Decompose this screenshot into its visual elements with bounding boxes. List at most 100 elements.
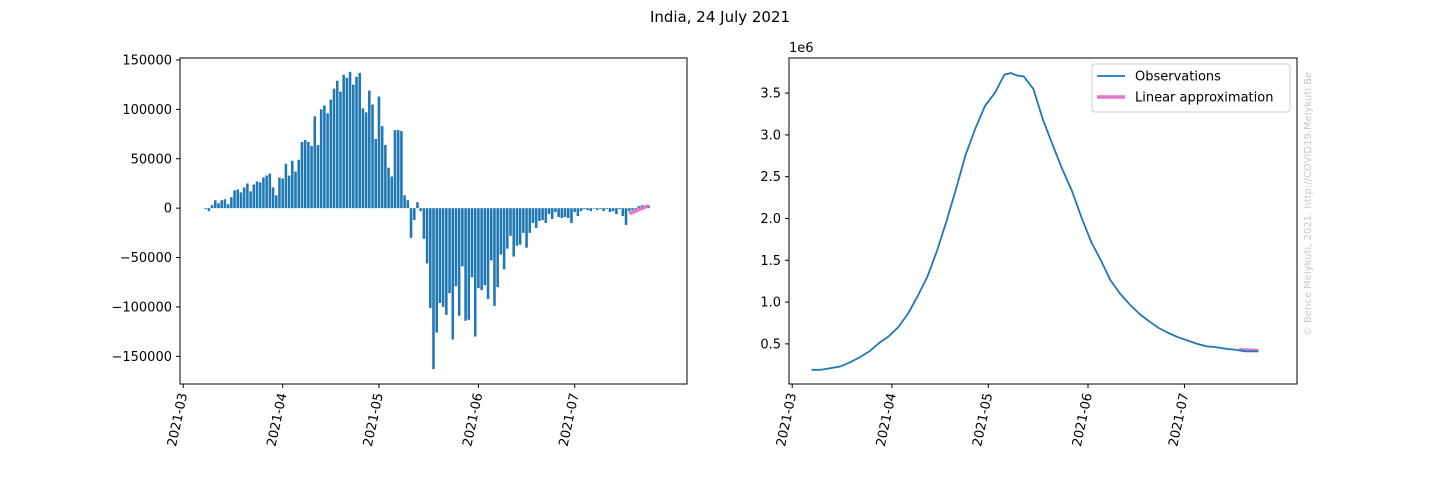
observations-line [811, 72, 1259, 371]
bar [358, 72, 361, 209]
bar [570, 208, 573, 223]
bar [348, 71, 352, 209]
bar [496, 208, 499, 288]
bar [316, 144, 320, 209]
bar [457, 208, 461, 316]
bar [445, 208, 448, 315]
bar [255, 181, 259, 209]
bar [396, 130, 400, 209]
legend: Observations Linear approximation [1091, 63, 1291, 113]
bar [454, 208, 458, 287]
bar [207, 208, 211, 212]
bar [583, 208, 586, 210]
y-tick-label: 3.0 [760, 128, 781, 143]
bar [345, 77, 349, 209]
bar [323, 105, 326, 209]
bar [624, 208, 628, 225]
bar [422, 208, 426, 239]
bar [621, 208, 625, 217]
bar [506, 208, 509, 249]
legend-linear-approximation-label: Linear approximation [1135, 91, 1273, 106]
bar [438, 208, 442, 303]
bar [461, 208, 464, 267]
bar [448, 208, 451, 294]
bar [573, 208, 576, 213]
bar [361, 108, 365, 209]
bar [387, 167, 390, 209]
bar [560, 208, 564, 219]
bar [480, 208, 483, 291]
bar [419, 208, 422, 212]
bar [351, 84, 355, 209]
bar [249, 191, 252, 209]
bar [451, 208, 455, 340]
bar [332, 88, 336, 209]
bar [393, 130, 397, 209]
bar [592, 208, 596, 209]
bar-chart-daily-change: 2021-03 2021-04 2021-05 2021-06 2021-07 1500… [111, 53, 688, 448]
bar [518, 208, 522, 245]
bar [223, 199, 227, 209]
bar [522, 208, 525, 233]
bar [602, 208, 605, 212]
bar [326, 113, 329, 209]
bar [294, 171, 297, 209]
bar [429, 208, 432, 308]
linear-approximation-line [628, 204, 650, 216]
y-tick-label: −150000 [111, 350, 172, 365]
bar [550, 208, 554, 220]
bar [300, 141, 304, 209]
bar [339, 91, 342, 209]
bar [483, 208, 487, 286]
bar [566, 208, 570, 219]
bar [278, 177, 281, 209]
bar [493, 208, 496, 306]
y-tick-label: 150000 [122, 53, 172, 68]
bar [416, 202, 419, 209]
bar [214, 200, 217, 209]
bar [509, 208, 512, 236]
line-series [811, 72, 1259, 371]
y-tick-label: 0 [164, 202, 172, 217]
plot-frame [179, 57, 688, 385]
bar [525, 208, 528, 248]
bar [226, 204, 230, 209]
bar [319, 109, 323, 209]
bar [534, 208, 538, 228]
y-axis-offset-label: 1e6 [789, 41, 814, 56]
bar [274, 195, 278, 209]
bar [390, 176, 394, 209]
bar [425, 208, 429, 264]
bar [432, 208, 435, 370]
bar [512, 208, 516, 257]
bar [531, 208, 535, 223]
bar [473, 208, 477, 337]
bar [220, 200, 223, 209]
bar [258, 182, 262, 209]
bar [371, 104, 374, 209]
y-tick-label: 50000 [131, 152, 172, 167]
bar [467, 208, 471, 320]
bar [544, 208, 548, 223]
bar [563, 208, 567, 218]
y-tick-label: 3.5 [760, 87, 781, 102]
bar [217, 203, 220, 209]
bar [586, 208, 589, 211]
bar [265, 175, 268, 209]
y-tick-label: −100000 [111, 300, 172, 315]
bar [528, 208, 532, 233]
bar [310, 145, 313, 209]
bar [538, 208, 541, 221]
legend-observations-label: Observations [1135, 70, 1221, 85]
bar [605, 208, 609, 210]
bar [435, 208, 438, 333]
bar [291, 160, 294, 209]
bar-series [204, 71, 650, 370]
bar [281, 178, 284, 209]
y-tick-label: 1.0 [760, 296, 781, 311]
bar [486, 208, 490, 300]
bar [631, 208, 634, 211]
bar [335, 80, 339, 209]
bar [557, 208, 560, 218]
